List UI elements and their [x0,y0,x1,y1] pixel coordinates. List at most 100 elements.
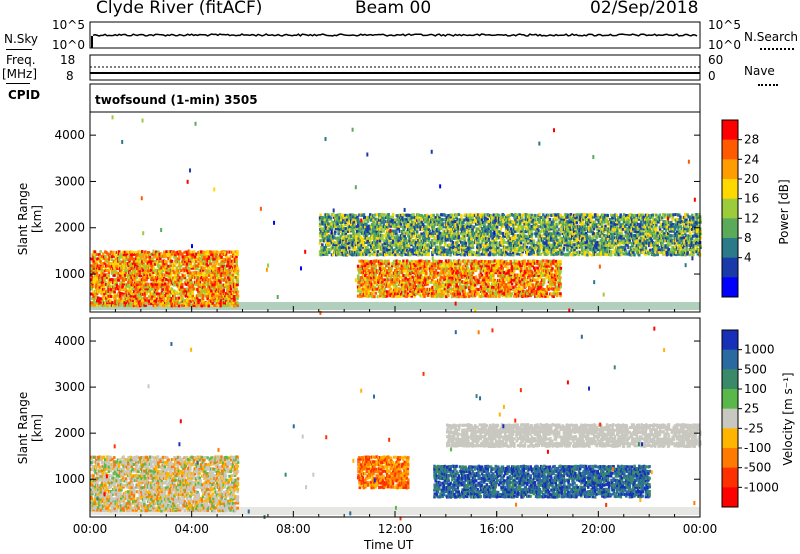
power-cell [228,287,231,291]
power-cell [517,294,521,298]
power-cell [363,259,367,263]
power-cell [234,271,237,275]
power-cell [195,304,199,308]
power-cell [451,271,455,275]
power-cell [437,278,441,282]
power-cell [107,273,111,277]
power-cell [192,276,196,280]
power-cell [152,268,155,272]
power-cell [101,265,105,269]
power-cell [410,294,414,298]
power-cell [209,292,213,296]
power-cell [422,271,426,275]
power-cell [163,282,167,286]
power-cell [405,294,408,298]
power-cell [407,213,411,217]
power-cell [101,278,105,282]
power-cell [422,290,426,294]
power-cell [559,292,562,296]
power-cell [206,283,210,287]
power-cell [381,265,384,269]
power-cell [396,265,399,269]
power-cell [229,264,233,268]
power-cell [119,261,122,265]
power-cell [217,251,221,255]
power-cell [501,269,505,273]
power-cell [202,262,206,266]
power-cell [397,291,400,295]
power-cell [425,264,428,268]
power-cell [387,282,390,286]
power-cell [156,280,160,284]
power-cell [158,282,161,286]
power-cell [521,271,524,275]
power-cell [224,258,228,262]
power-cell [180,285,184,289]
power-cell [437,294,441,298]
power-cell [115,282,119,286]
power-cell [442,285,445,289]
power-cell [383,278,387,282]
power-cell [182,274,185,278]
power-cell [106,301,109,305]
power-cell [108,301,112,305]
power-cell [140,280,144,284]
power-cell [211,303,214,307]
power-cell [218,296,221,300]
power-cell [202,283,205,287]
power-cell [359,287,362,291]
power-cell [355,229,359,233]
power-cell [95,287,99,291]
power-cell [402,259,405,263]
power-cell [165,250,168,254]
power-cell [502,290,506,294]
power-cell [220,298,223,302]
power-cell [211,270,214,274]
power-cell [410,260,414,264]
power-cell [399,292,403,296]
power-cell [203,266,206,270]
power-cell [191,285,195,289]
power-cell [425,259,429,263]
power-cell [495,261,499,265]
power-cell [219,282,222,286]
power-cell [174,251,177,255]
power-cell [99,259,102,263]
power-cell [497,287,501,291]
power-cell [431,239,434,243]
power-cell [163,285,167,289]
power-cell [124,287,128,291]
power-cell [404,220,408,224]
power-cell [165,260,168,264]
power-cell [482,292,486,296]
power-cell [236,301,239,305]
power-cell [445,266,448,270]
power-cell [395,259,398,263]
power-cell [430,290,433,294]
power-cell [451,264,455,268]
power-cell [137,304,140,308]
power-cell [228,295,231,299]
power-cell [474,262,478,266]
power-cell [361,264,365,268]
power-cell [141,304,145,308]
power-cell [188,303,191,307]
power-cell [401,278,405,282]
power-cell [469,275,472,279]
cpid-box [89,83,701,113]
power-cell [366,287,370,291]
power-cell [236,250,239,254]
power-cell [223,266,227,270]
power-cell [150,299,153,303]
power-cell [475,278,478,282]
power-cell [121,280,125,284]
power-cell [178,250,182,254]
power-cell [440,269,443,273]
power-cell [156,257,159,261]
power-cell [103,261,107,265]
power-cell [419,288,423,292]
power-cell [436,291,440,295]
power-cell [215,257,219,261]
power-cell [417,276,420,280]
power-cell [505,285,509,289]
